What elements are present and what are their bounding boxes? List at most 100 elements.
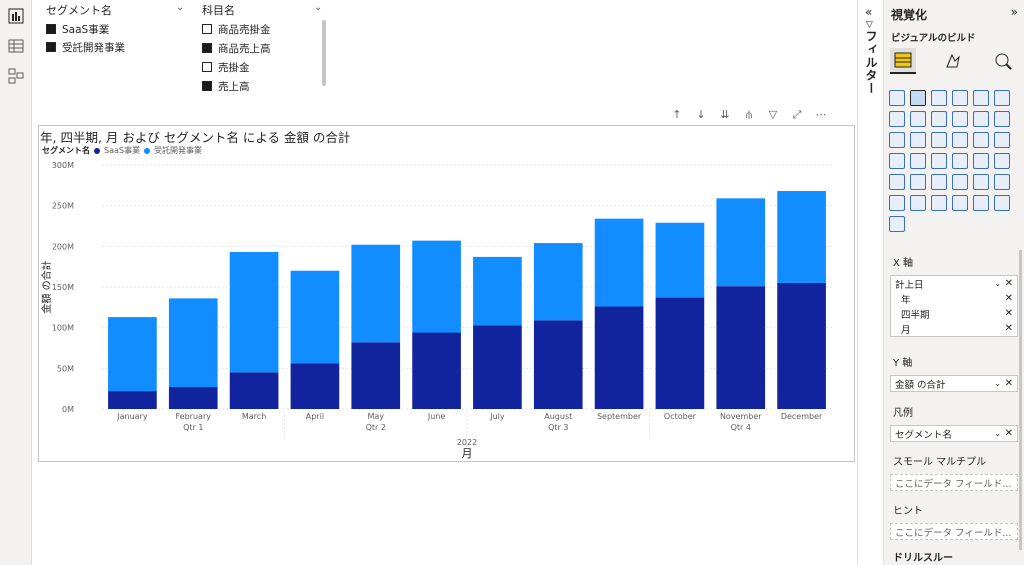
filters-pane[interactable]: « ▽ フィルター	[857, 0, 883, 565]
bar-segment[interactable]	[290, 270, 340, 364]
scatter-icon[interactable]	[931, 132, 947, 148]
bar-segment[interactable]	[108, 317, 157, 392]
card-icon[interactable]	[952, 153, 968, 169]
paginated-icon[interactable]	[952, 195, 968, 211]
stacked-column-icon[interactable]	[910, 90, 926, 106]
legend-field[interactable]: セグメント名 ⌄ ✕	[895, 428, 1013, 441]
xaxis-field[interactable]: 計上日 ⌄ ✕	[895, 278, 1013, 291]
column-chart-visual[interactable]	[38, 125, 855, 462]
bar-segment[interactable]	[777, 282, 826, 409]
donut-icon[interactable]	[973, 132, 989, 148]
tooltips-well[interactable]: ここにデータ フィールド...	[890, 523, 1018, 540]
yaxis-well[interactable]: 金額 の合計 ⌄ ✕	[890, 375, 1018, 392]
kpi-icon[interactable]	[994, 153, 1010, 169]
narrative-icon[interactable]	[931, 195, 947, 211]
ribbon-icon[interactable]	[994, 111, 1010, 127]
bar-segment[interactable]	[533, 243, 583, 321]
funnel-icon[interactable]	[910, 132, 926, 148]
xaxis-hierarchy-month[interactable]: 月 ✕	[901, 323, 1013, 336]
checkbox-empty-icon[interactable]	[202, 62, 212, 72]
filter-icon[interactable]: ▽	[768, 108, 778, 121]
chevron-down-icon[interactable]: ⌄	[176, 2, 185, 13]
checkbox-empty-icon[interactable]	[202, 24, 212, 34]
treemap-icon[interactable]	[994, 132, 1010, 148]
more-options-icon[interactable]: ⋯	[815, 108, 827, 121]
matrix-icon[interactable]	[931, 174, 947, 190]
remove-icon[interactable]: ✕	[1004, 378, 1013, 389]
bar-segment[interactable]	[716, 286, 766, 409]
line-icon[interactable]	[889, 111, 905, 127]
checkbox-checked-icon[interactable]	[46, 42, 56, 52]
remove-icon[interactable]: ✕	[1004, 323, 1013, 334]
model-view-icon[interactable]	[8, 68, 24, 84]
table-view-icon[interactable]	[8, 38, 24, 54]
collapse-icon[interactable]: «	[865, 5, 873, 19]
expand-icon[interactable]: »	[1010, 5, 1018, 19]
checkbox-checked-icon[interactable]	[202, 81, 212, 91]
clustered-column-icon[interactable]	[952, 90, 968, 106]
format-visual-icon[interactable]	[940, 48, 966, 74]
report-view-icon[interactable]	[8, 8, 24, 24]
bar-segment[interactable]	[655, 297, 705, 409]
bar-segment[interactable]	[351, 244, 401, 343]
bar-segment[interactable]	[108, 391, 157, 409]
pie-icon[interactable]	[952, 132, 968, 148]
line-column-icon[interactable]	[952, 111, 968, 127]
python-visual-icon[interactable]	[973, 174, 989, 190]
chevron-down-icon[interactable]: ⌄	[994, 429, 1001, 438]
bar-segment[interactable]	[229, 372, 279, 409]
more-visuals-icon[interactable]	[889, 216, 905, 232]
stacked-bar-icon[interactable]	[889, 90, 905, 106]
xaxis-hierarchy-quarter[interactable]: 四半期 ✕	[901, 308, 1013, 321]
qa-icon[interactable]	[910, 195, 926, 211]
chevron-down-icon[interactable]: ⌄	[314, 2, 323, 13]
remove-icon[interactable]: ✕	[1004, 278, 1013, 289]
slicer-item-receivable[interactable]: 売掛金	[202, 60, 250, 74]
small-multiples-well[interactable]: ここにデータ フィールド...	[890, 474, 1018, 491]
remove-icon[interactable]: ✕	[1004, 428, 1013, 439]
stacked-area-icon[interactable]	[931, 111, 947, 127]
slicer-item-receivable-goods[interactable]: 商品売掛金	[202, 22, 271, 36]
line-clustered-icon[interactable]	[973, 111, 989, 127]
bar-segment[interactable]	[594, 306, 644, 409]
power-apps-icon[interactable]	[973, 195, 989, 211]
key-influencers-icon[interactable]	[994, 174, 1010, 190]
waterfall-icon[interactable]	[889, 132, 905, 148]
bar-segment[interactable]	[594, 218, 644, 307]
slicer-icon[interactable]	[889, 174, 905, 190]
clustered-bar-icon[interactable]	[931, 90, 947, 106]
analytics-icon[interactable]	[990, 48, 1016, 74]
remove-icon[interactable]: ✕	[1004, 293, 1013, 304]
focus-mode-icon[interactable]: ⤢	[792, 108, 802, 121]
bar-segment[interactable]	[412, 240, 461, 333]
slicer-item-saas[interactable]: SaaS事業	[46, 22, 109, 36]
chevron-down-icon[interactable]: ⌄	[994, 379, 1001, 388]
100-bar-icon[interactable]	[973, 90, 989, 106]
remove-icon[interactable]: ✕	[1004, 308, 1013, 319]
build-visual-icon[interactable]	[890, 48, 916, 74]
bar-segment[interactable]	[290, 363, 340, 409]
power-automate-icon[interactable]	[994, 195, 1010, 211]
table-icon[interactable]	[910, 174, 926, 190]
chevron-down-icon[interactable]: ⌄	[994, 279, 1001, 288]
slicer-item-goods-sales[interactable]: 商品売上高	[202, 41, 271, 55]
bar-segment[interactable]	[777, 191, 826, 283]
bar-segment[interactable]	[229, 252, 279, 373]
legend-well[interactable]: セグメント名 ⌄ ✕	[890, 425, 1018, 442]
xaxis-hierarchy-year[interactable]: 年 ✕	[901, 293, 1013, 306]
slicer-item-contract[interactable]: 受託開発事業	[46, 40, 125, 54]
pane-scrollbar[interactable]	[1019, 250, 1022, 550]
multi-card-icon[interactable]	[973, 153, 989, 169]
bar-segment[interactable]	[473, 256, 522, 326]
100-column-icon[interactable]	[994, 90, 1010, 106]
slicer-scrollbar[interactable]	[322, 20, 326, 86]
bar-segment[interactable]	[473, 325, 522, 409]
xaxis-well[interactable]: 計上日 ⌄ ✕ 年 ✕ 四半期 ✕ 月 ✕	[890, 275, 1018, 337]
arrow-up-icon[interactable]: ↑	[672, 108, 682, 121]
bar-segment[interactable]	[168, 387, 218, 409]
r-visual-icon[interactable]	[952, 174, 968, 190]
arrow-down-icon[interactable]: ↓	[696, 108, 706, 121]
decomposition-icon[interactable]	[889, 195, 905, 211]
yaxis-field[interactable]: 金額 の合計 ⌄ ✕	[895, 378, 1013, 391]
gauge-icon[interactable]	[931, 153, 947, 169]
